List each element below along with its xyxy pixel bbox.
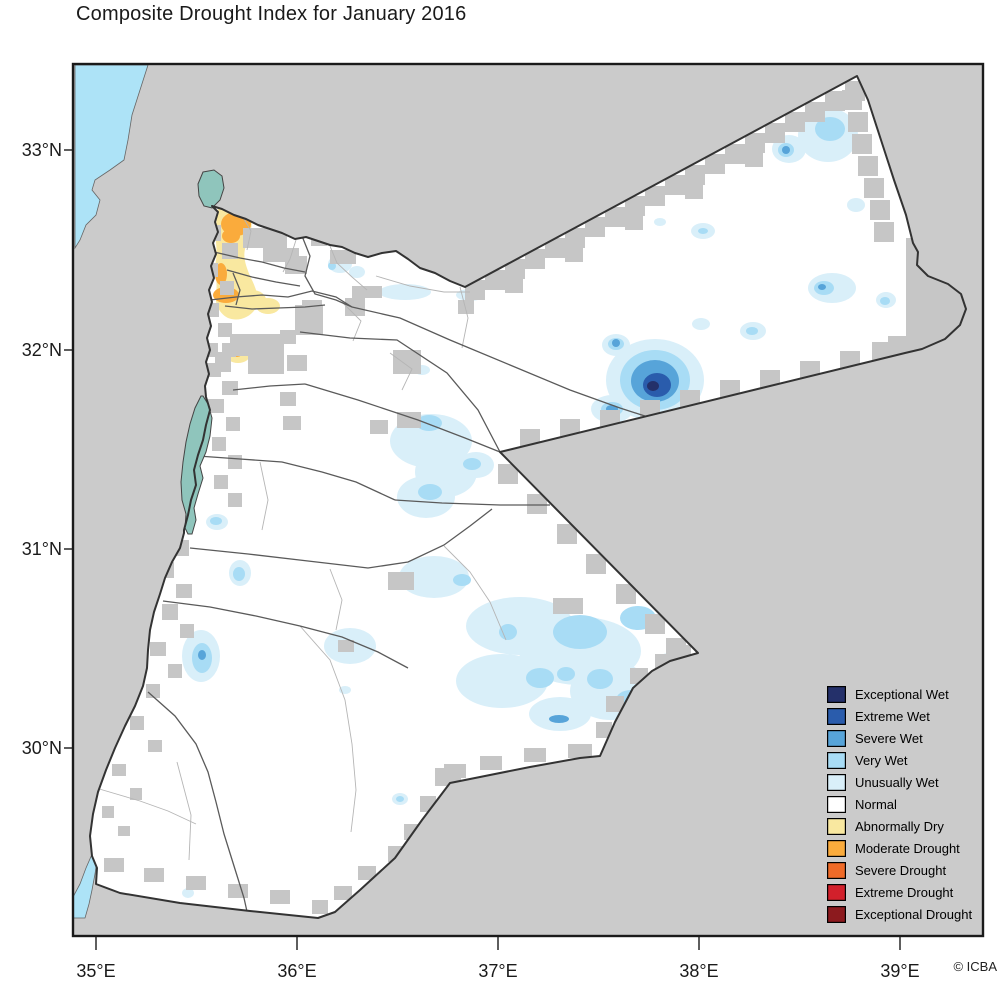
legend-label-severe-drought: Severe Drought <box>855 863 947 878</box>
legend-item-moderate-drought: Moderate Drought <box>827 840 972 857</box>
legend-swatch-severe-drought <box>827 862 846 879</box>
exceptional-wet-patches <box>647 381 659 391</box>
y-tick-30n: 30°N <box>22 738 62 758</box>
figure-title: Composite Drought Index for January 2016 <box>76 3 467 25</box>
legend-swatch-moderate-drought <box>827 840 846 857</box>
legend-swatch-abnormally-dry <box>827 818 846 835</box>
y-tick-32n: 32°N <box>22 340 62 360</box>
map-legend: Exceptional Wet Extreme Wet Severe Wet V… <box>827 686 972 928</box>
legend-swatch-normal <box>827 796 846 813</box>
legend-item-normal: Normal <box>827 796 972 813</box>
legend-swatch-exceptional-wet <box>827 686 846 703</box>
legend-swatch-extreme-drought <box>827 884 846 901</box>
legend-swatch-extreme-wet <box>827 708 846 725</box>
x-tick-37e: 37°E <box>478 961 517 981</box>
legend-item-extreme-drought: Extreme Drought <box>827 884 972 901</box>
legend-label-extreme-wet: Extreme Wet <box>855 709 930 724</box>
legend-label-exceptional-wet: Exceptional Wet <box>855 687 949 702</box>
legend-swatch-exceptional-drought <box>827 906 846 923</box>
legend-swatch-severe-wet <box>827 730 846 747</box>
legend-swatch-very-wet <box>827 752 846 769</box>
legend-label-very-wet: Very Wet <box>855 753 908 768</box>
legend-item-very-wet: Very Wet <box>827 752 972 769</box>
legend-item-abnormally-dry: Abnormally Dry <box>827 818 972 835</box>
legend-item-extreme-wet: Extreme Wet <box>827 708 972 725</box>
legend-swatch-unusually-wet <box>827 774 846 791</box>
x-tick-35e: 35°E <box>76 961 115 981</box>
legend-label-normal: Normal <box>855 797 897 812</box>
legend-label-extreme-drought: Extreme Drought <box>855 885 954 900</box>
legend-item-unusually-wet: Unusually Wet <box>827 774 972 791</box>
y-tick-33n: 33°N <box>22 140 62 160</box>
y-tick-31n: 31°N <box>22 539 62 559</box>
legend-item-exceptional-drought: Exceptional Drought <box>827 906 972 923</box>
axis-labels: 33°N 32°N 31°N 30°N 35°E 36°E 37°E 38°E … <box>22 140 920 981</box>
district-boundaries <box>95 211 507 861</box>
legend-item-severe-drought: Severe Drought <box>827 862 972 879</box>
mediterranean-sea <box>74 64 149 250</box>
x-tick-36e: 36°E <box>277 961 316 981</box>
legend-label-exceptional-drought: Exceptional Drought <box>855 907 973 922</box>
legend-item-severe-wet: Severe Wet <box>827 730 972 747</box>
gulf-of-aqaba <box>72 851 98 919</box>
legend-label-severe-wet: Severe Wet <box>855 731 923 746</box>
legend-label-abnormally-dry: Abnormally Dry <box>855 819 944 834</box>
legend-label-unusually-wet: Unusually Wet <box>855 775 939 790</box>
governorate-boundaries <box>147 235 649 917</box>
plot-frame <box>71 62 985 938</box>
x-tick-39e: 39°E <box>880 961 919 981</box>
legend-item-exceptional-wet: Exceptional Wet <box>827 686 972 703</box>
sea-of-galilee <box>197 169 225 209</box>
x-tick-38e: 38°E <box>679 961 718 981</box>
copyright-label: © ICBA <box>953 959 997 974</box>
axis-ticks <box>64 149 901 950</box>
legend-label-moderate-drought: Moderate Drought <box>855 841 960 856</box>
